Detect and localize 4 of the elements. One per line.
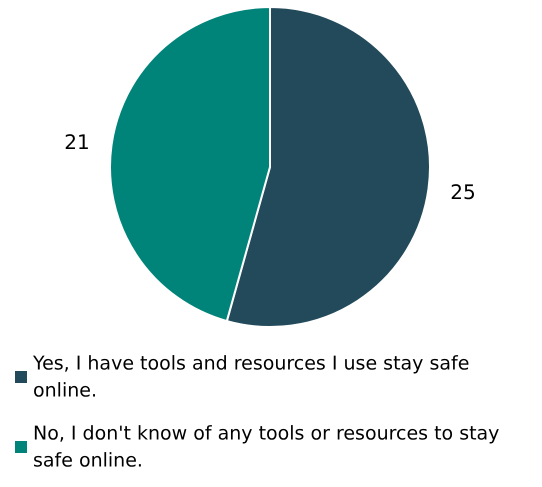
- legend-label: Yes, I have tools and resources I use stay safe online.: [32, 352, 476, 402]
- data-label: 25: [450, 180, 476, 204]
- data-label: 21: [64, 130, 90, 154]
- legend-label: No, I don't know of any tools or resources to stay safe online.: [33, 422, 506, 472]
